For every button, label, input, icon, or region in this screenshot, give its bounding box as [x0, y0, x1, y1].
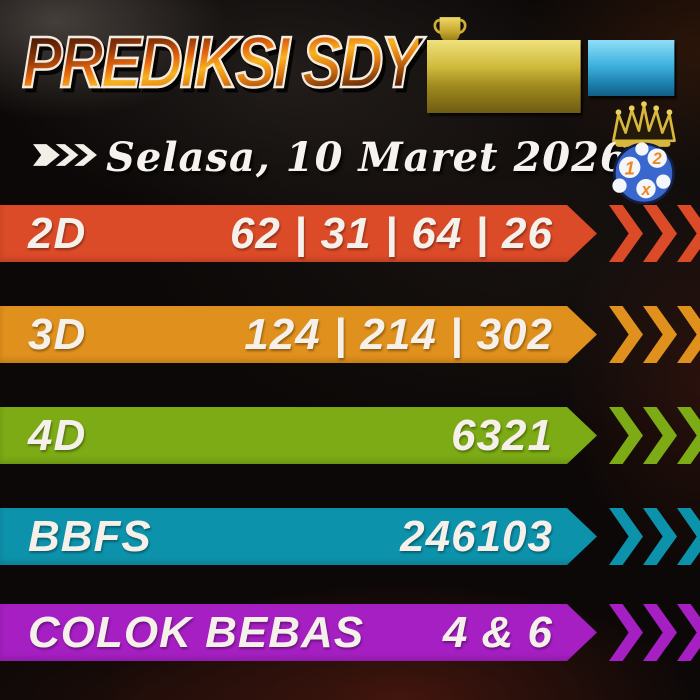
chevron-icon [643, 407, 677, 464]
ball-number-x: x [640, 181, 651, 199]
date-text: Selasa, 10 Maret 2026 [106, 134, 629, 181]
prediction-row: COLOK BEBAS 4 & 6 [0, 604, 700, 661]
chevrons [609, 306, 700, 363]
row-value: 6321 [451, 410, 553, 460]
prediction-row: BBFS 246103 [0, 508, 700, 565]
chevrons [609, 407, 700, 464]
row-label: BBFS [28, 511, 152, 561]
chevron-icon [609, 508, 643, 565]
crown-icon [612, 101, 676, 147]
chevron-icon [677, 604, 700, 661]
chevron-icon [609, 604, 643, 661]
chevron-icon [609, 205, 643, 262]
triple-chevron-icon [33, 144, 97, 166]
row-label: 3D [28, 309, 87, 359]
chevron-icon [609, 306, 643, 363]
row-label: 4D [28, 410, 87, 460]
prediction-bar: BBFS 246103 [0, 508, 597, 565]
row-label: 2D [28, 208, 87, 258]
chevron-icon [677, 407, 700, 464]
brand-live-text: LIVE [588, 40, 675, 96]
soccer-ball-icon: 1 2 x [612, 101, 676, 204]
ball-number-1: 1 [625, 157, 635, 178]
brand-juara-text: JUARA [427, 40, 581, 113]
row-value: 124 | 214 | 302 [244, 309, 553, 359]
chevron-icon [677, 508, 700, 565]
chevron-icon [643, 604, 677, 661]
prediction-bar: 3D 124 | 214 | 302 [0, 306, 597, 363]
row-value: 246103 [400, 511, 553, 561]
prediction-bar: COLOK BEBAS 4 & 6 [0, 604, 597, 661]
chevron-icon [643, 306, 677, 363]
chevron-icon [643, 205, 677, 262]
chevrons [609, 508, 700, 565]
ball-number-2: 2 [652, 150, 662, 168]
chevron-icon [609, 407, 643, 464]
chevron-icon [643, 508, 677, 565]
chevron-icon [677, 205, 700, 262]
prediction-row: 3D 124 | 214 | 302 [0, 306, 700, 363]
prediction-row: 2D 62 | 31 | 64 | 26 [0, 205, 700, 262]
chevrons [609, 205, 700, 262]
prediction-bar: 4D 6321 [0, 407, 597, 464]
page-title: PREDIKSI SDY [21, 23, 422, 103]
prediction-row: 4D 6321 [0, 407, 700, 464]
row-value: 62 | 31 | 64 | 26 [229, 208, 553, 258]
chevrons [609, 604, 700, 661]
row-label: COLOK BEBAS [28, 607, 365, 657]
chevron-icon [677, 306, 700, 363]
row-value: 4 & 6 [442, 607, 553, 657]
prediction-bar: 2D 62 | 31 | 64 | 26 [0, 205, 597, 262]
